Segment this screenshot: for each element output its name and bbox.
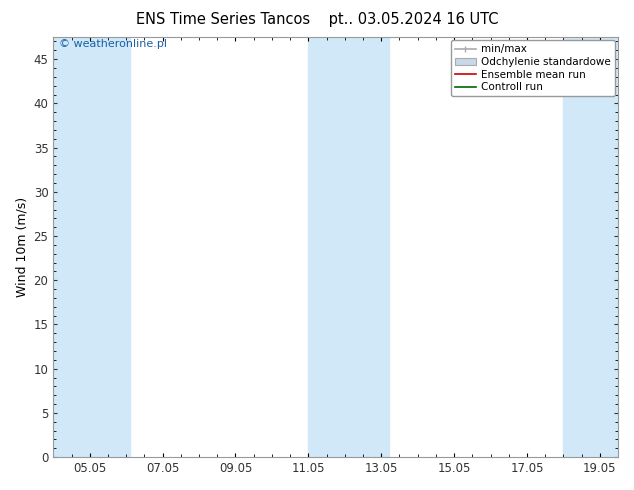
Text: © weatheronline.pl: © weatheronline.pl	[59, 39, 167, 49]
Text: ENS Time Series Tancos    pt.. 03.05.2024 16 UTC: ENS Time Series Tancos pt.. 03.05.2024 1…	[136, 12, 498, 27]
Bar	[564, 37, 622, 457]
Bar	[49, 37, 130, 457]
Y-axis label: Wind 10m (m/s): Wind 10m (m/s)	[15, 197, 28, 297]
Bar	[308, 37, 389, 457]
Legend: min/max, Odchylenie standardowe, Ensemble mean run, Controll run: min/max, Odchylenie standardowe, Ensembl…	[451, 40, 615, 97]
